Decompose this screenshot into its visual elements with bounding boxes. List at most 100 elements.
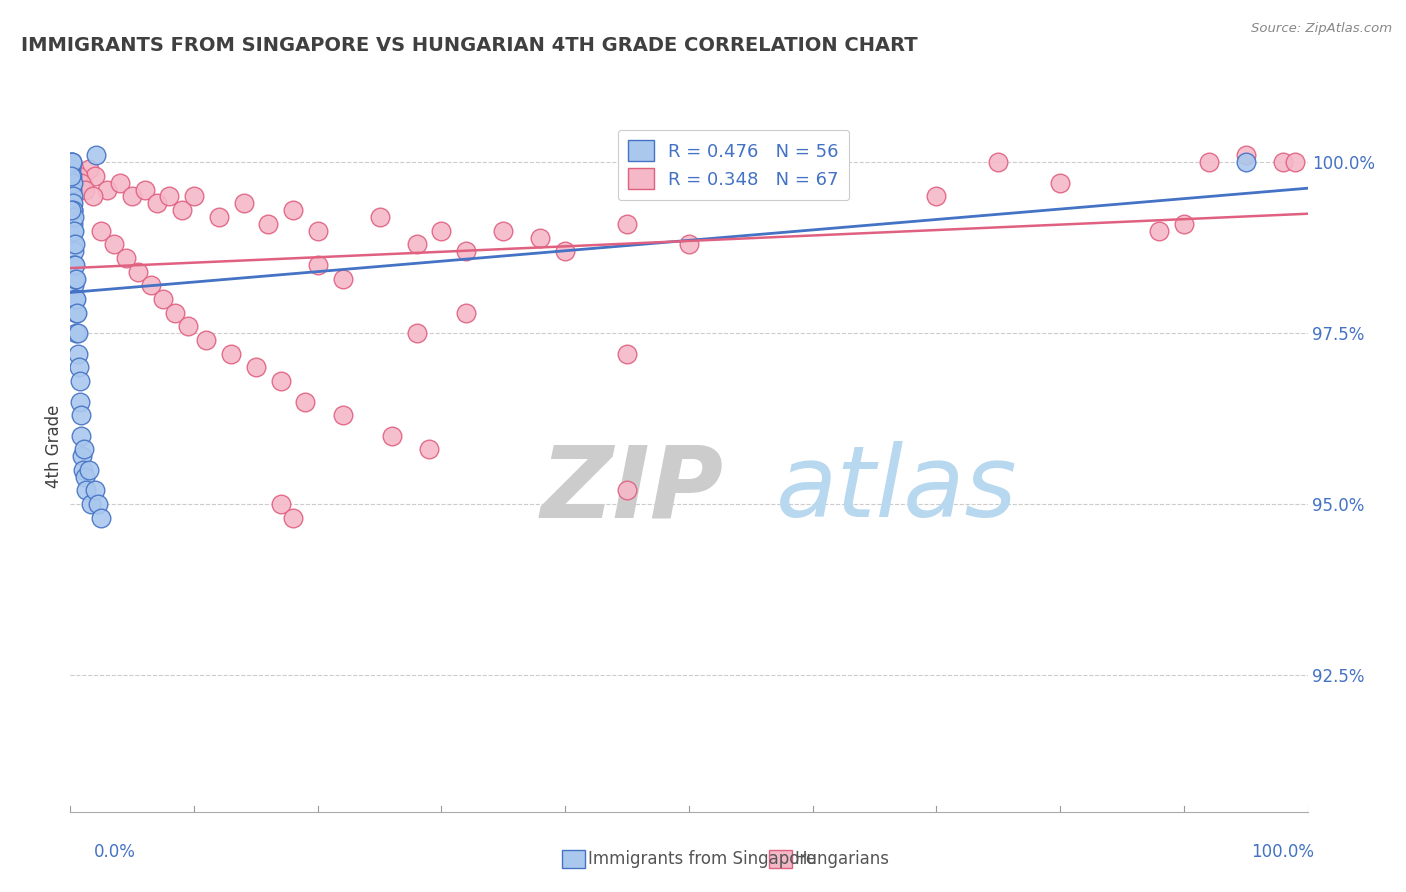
Point xyxy=(332,271,354,285)
Point xyxy=(616,217,638,231)
Point xyxy=(77,162,100,177)
Point xyxy=(59,183,82,197)
Point xyxy=(103,237,125,252)
Point xyxy=(63,278,86,293)
Point xyxy=(63,258,86,272)
Point xyxy=(529,230,551,244)
Point xyxy=(75,483,97,498)
Point xyxy=(72,176,94,190)
Point xyxy=(307,258,329,272)
Point xyxy=(60,162,83,177)
Point xyxy=(195,333,218,347)
Point xyxy=(405,237,427,252)
Y-axis label: 4th Grade: 4th Grade xyxy=(45,404,63,488)
Point xyxy=(1271,155,1294,169)
Text: IMMIGRANTS FROM SINGAPORE VS HUNGARIAN 4TH GRADE CORRELATION CHART: IMMIGRANTS FROM SINGAPORE VS HUNGARIAN 4… xyxy=(21,36,918,54)
Point xyxy=(157,189,180,203)
Point xyxy=(70,429,93,443)
Point xyxy=(208,210,231,224)
Point xyxy=(59,169,82,183)
Text: 100.0%: 100.0% xyxy=(1251,843,1315,861)
Point xyxy=(67,360,90,375)
Point xyxy=(75,183,97,197)
Point xyxy=(65,292,87,306)
Point xyxy=(281,203,304,218)
Point xyxy=(70,449,93,463)
Point xyxy=(1173,217,1195,231)
Point xyxy=(60,210,83,224)
Point xyxy=(115,251,138,265)
Point xyxy=(456,244,478,259)
Point xyxy=(139,278,162,293)
Point xyxy=(90,224,112,238)
Point xyxy=(82,189,104,203)
Point xyxy=(96,183,118,197)
Point xyxy=(84,169,107,183)
Point xyxy=(69,409,91,423)
Point xyxy=(307,224,329,238)
Point xyxy=(165,306,187,320)
Point xyxy=(80,497,103,511)
Point xyxy=(678,237,700,252)
Point xyxy=(62,196,84,211)
Point xyxy=(63,237,86,252)
Point xyxy=(70,176,93,190)
Point xyxy=(294,394,316,409)
Point xyxy=(381,429,404,443)
Point xyxy=(60,176,83,190)
Point xyxy=(62,203,84,218)
Point xyxy=(1284,155,1306,169)
Point xyxy=(66,169,89,183)
Point xyxy=(60,196,83,211)
Point xyxy=(245,360,267,375)
Point xyxy=(65,326,87,341)
Point xyxy=(121,189,143,203)
Point xyxy=(66,306,89,320)
Point xyxy=(430,224,453,238)
Point xyxy=(232,196,254,211)
Point xyxy=(62,244,84,259)
Point xyxy=(84,148,107,162)
Legend: R = 0.476   N = 56, R = 0.348   N = 67: R = 0.476 N = 56, R = 0.348 N = 67 xyxy=(617,129,849,200)
Point xyxy=(62,203,84,218)
Point xyxy=(152,292,174,306)
Point xyxy=(69,394,91,409)
Point xyxy=(75,469,97,483)
Point xyxy=(281,510,304,524)
Point xyxy=(368,210,391,224)
Point xyxy=(740,155,762,169)
Text: Immigrants from Singapore: Immigrants from Singapore xyxy=(588,850,815,868)
Point xyxy=(84,483,107,498)
Point xyxy=(59,169,82,183)
Point xyxy=(1198,155,1220,169)
Point xyxy=(65,306,87,320)
Point xyxy=(63,224,86,238)
Point xyxy=(418,442,440,457)
Point xyxy=(65,271,87,285)
Point xyxy=(1049,176,1071,190)
Point xyxy=(177,319,200,334)
Point xyxy=(108,176,131,190)
Point xyxy=(59,203,82,218)
Point xyxy=(60,189,83,203)
Point xyxy=(60,155,83,169)
Point xyxy=(1234,148,1257,162)
Point xyxy=(59,155,82,169)
Text: Hungarians: Hungarians xyxy=(794,850,890,868)
Point xyxy=(77,463,100,477)
Point xyxy=(65,169,87,183)
Point xyxy=(62,176,84,190)
Point xyxy=(62,258,84,272)
Point xyxy=(554,244,576,259)
Point xyxy=(63,162,86,177)
Text: 0.0%: 0.0% xyxy=(94,843,136,861)
Point xyxy=(1147,224,1170,238)
Point xyxy=(67,347,90,361)
Point xyxy=(492,224,515,238)
Text: atlas: atlas xyxy=(776,442,1017,539)
Point xyxy=(65,292,87,306)
Point xyxy=(678,148,700,162)
Point xyxy=(616,483,638,498)
Point xyxy=(405,326,427,341)
Point xyxy=(62,237,84,252)
